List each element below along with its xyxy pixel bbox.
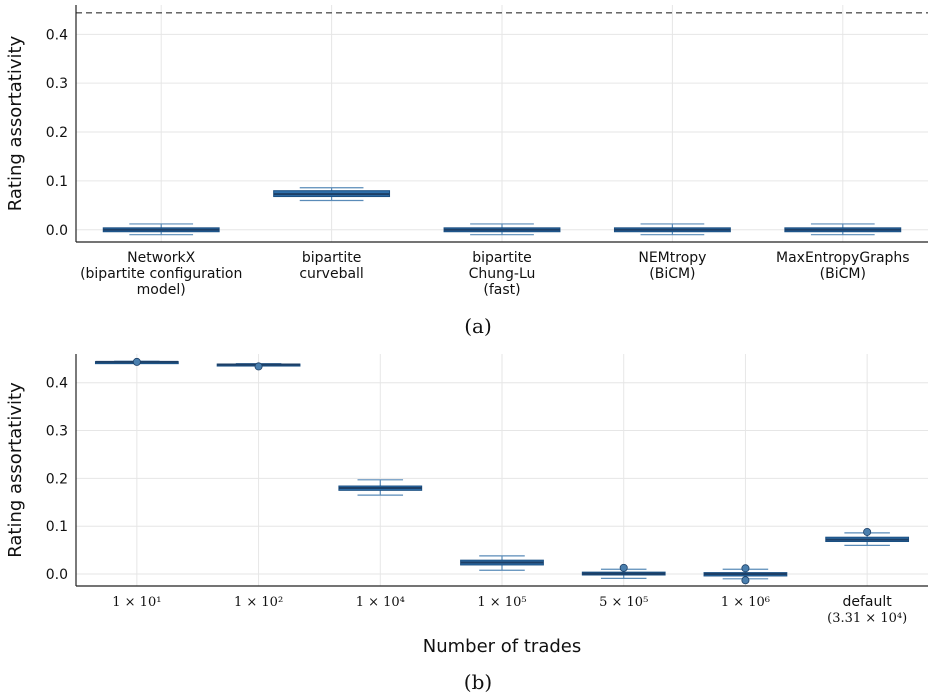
panel-b-outlier-point (132, 357, 141, 366)
panel-a-y-tick-label: 0.1 (46, 174, 68, 190)
panel-a-category-label: curveball (299, 266, 363, 282)
panel-b-category-label: 5 × 10⁵ (599, 595, 648, 610)
panel-b-y-axis-label: Rating assortativity (5, 382, 26, 558)
panel-a-y-tick-label: 0.0 (46, 223, 68, 239)
panel-a-category-label: NetworkX (127, 250, 195, 266)
panel-a-category-label: NEMtropy (638, 250, 706, 266)
panel-b-outlier-point (254, 362, 263, 371)
panel-b-plot: 0.0 0.1 0.2 0.3 0.4 Rating assortativity 1 × 1… (5, 354, 928, 626)
panel-a-y-axis-label: Rating assortativity (5, 35, 26, 211)
panel-a-y-tick-label: 0.2 (46, 125, 68, 141)
panel-b-category-label: default (843, 594, 893, 610)
panel-a-category-label: (BiCM) (820, 266, 866, 282)
panel-a-plot: 0.0 0.1 0.2 0.3 0.4 Rating assortativity Netwo… (5, 5, 928, 298)
panel-b-y-tick-label: 0.3 (46, 424, 68, 440)
panel-b-y-tick-label: 0.0 (46, 567, 68, 583)
panel-a-label: (a) (464, 314, 492, 338)
panel-a-category-label: Chung-Lu (469, 266, 536, 282)
panel-a-category-label: (BiCM) (649, 266, 695, 282)
panel-b-outlier-point (619, 563, 628, 572)
panel-b-category-label: 1 × 10¹ (112, 595, 161, 610)
panel-b-label: (b) (464, 670, 492, 694)
panel-b-y-tick-label: 0.4 (46, 376, 68, 392)
panel-a-category-label: (bipartite configuration (80, 266, 242, 282)
panel-a-category-label: MaxEntropyGraphs (776, 250, 910, 266)
panel-b-category-label: 1 × 10² (234, 595, 283, 610)
panel-b-category-label: 1 × 10⁴ (356, 595, 405, 610)
panel-b-y-tick-label: 0.1 (46, 519, 68, 535)
panel-a-y-tick-label: 0.3 (46, 76, 68, 92)
panel-a-category-label: model) (137, 282, 186, 298)
panel-a-category-label: (fast) (483, 282, 520, 298)
panel-a-category-label: bipartite (302, 250, 361, 266)
panel-b-y-tick-label: 0.2 (46, 471, 68, 487)
panel-b-x-axis-label: Number of trades (423, 636, 581, 657)
panel-b-outlier-point (741, 576, 750, 585)
panel-b-category-label: (3.31 × 10⁴) (827, 611, 907, 626)
panel-b-category-label: 1 × 10⁶ (721, 595, 770, 610)
panel-a-y-tick-label: 0.4 (46, 27, 68, 43)
panel-b-outlier-point (741, 564, 750, 573)
panel-b-category-label: 1 × 10⁵ (477, 595, 526, 610)
panel-a-category-label: bipartite (472, 250, 531, 266)
panel-b-outlier-point (863, 527, 872, 536)
